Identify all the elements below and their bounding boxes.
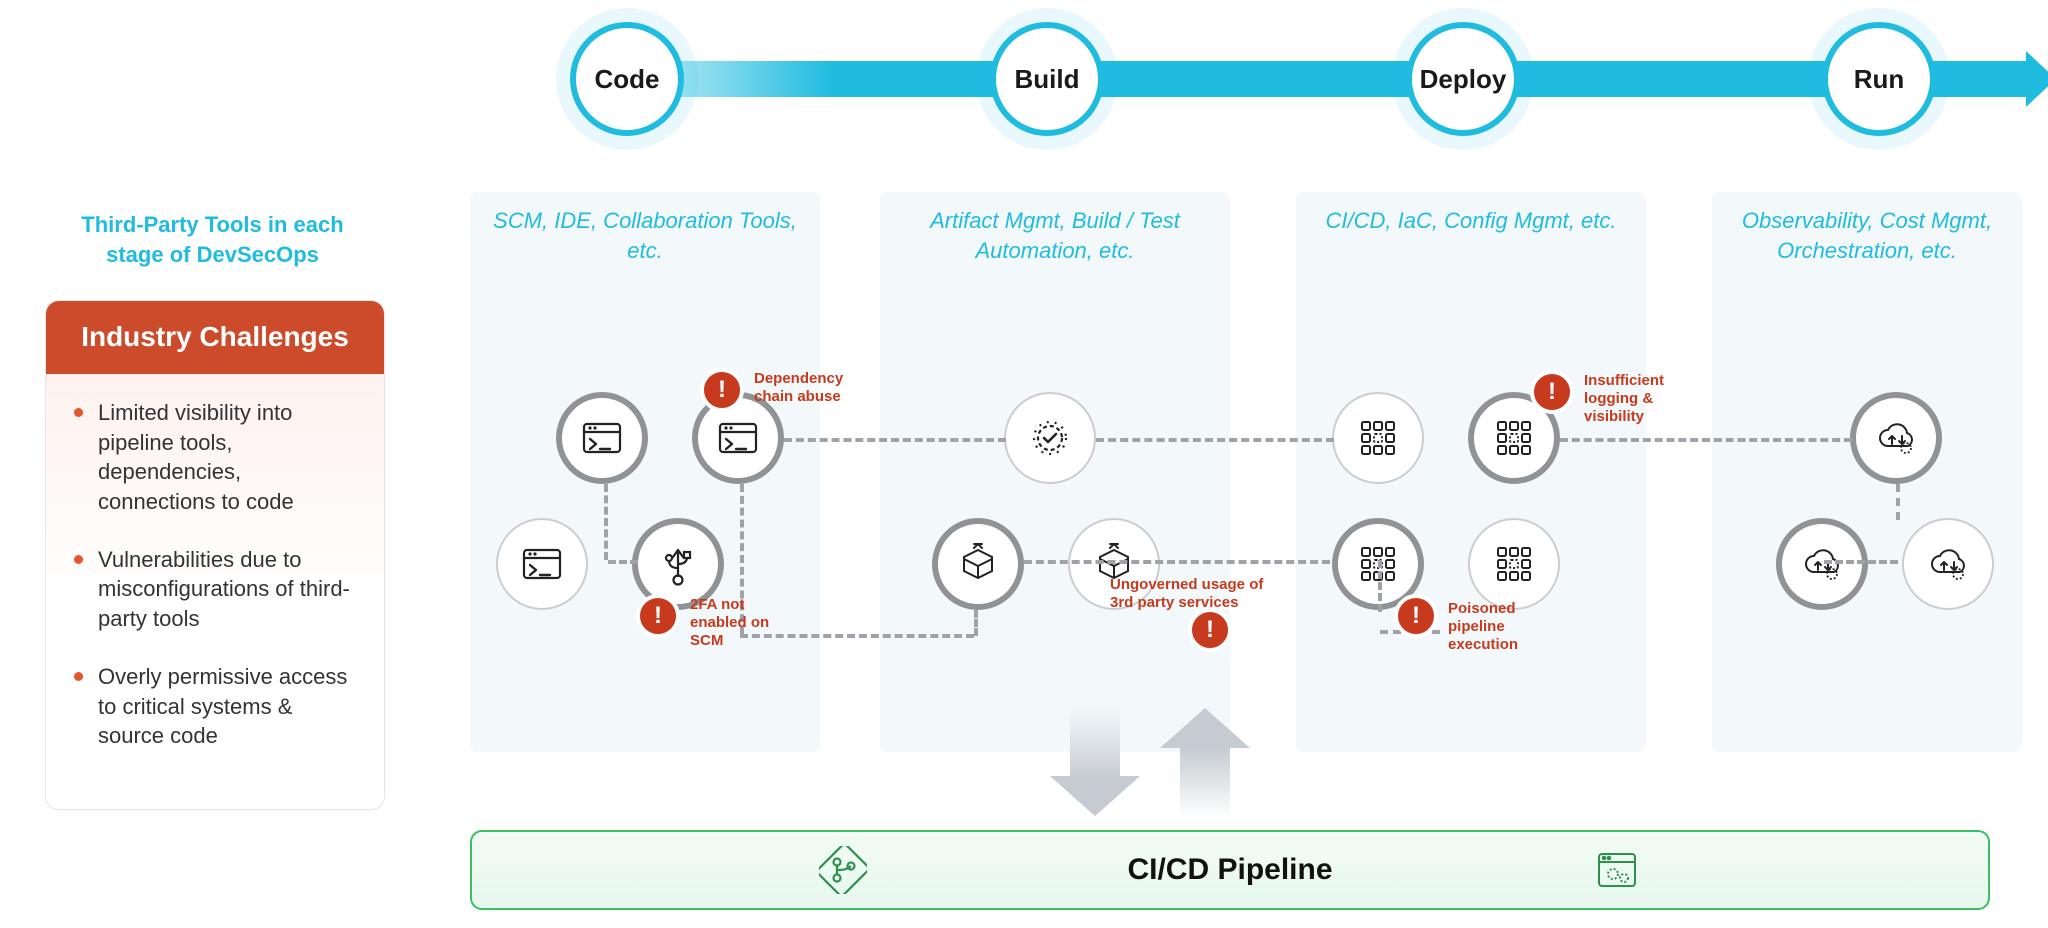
challenge-item: Overly permissive access to critical sys… [72, 662, 358, 751]
package-icon [954, 540, 1002, 588]
node-code-term-1 [556, 392, 648, 484]
cicd-pipeline-bar: CI/CD Pipeline [470, 830, 1990, 910]
alert-label-dep-chain: Dependency chain abuse [754, 370, 874, 406]
cloud-icon [1872, 414, 1920, 462]
connector-line [604, 484, 608, 560]
cicd-pipeline-title: CI/CD Pipeline [1127, 853, 1332, 887]
connector-line [1378, 560, 1382, 612]
alert-label-log: Insufficient logging & visibility [1584, 372, 1704, 426]
alert-label-2fa: 2FA not enabled on SCM [690, 596, 800, 650]
cloud-icon [1798, 540, 1846, 588]
connector-line [1896, 484, 1900, 520]
stage-label: Build [1015, 64, 1080, 95]
usb-icon [654, 540, 702, 588]
connector-line [1560, 438, 1852, 442]
alert-badge-ungov: ! [1188, 608, 1232, 652]
connector-line [1024, 560, 1330, 564]
gears-window-icon [1593, 846, 1641, 894]
connector-line [1096, 438, 1334, 442]
node-dep-grid-1 [1332, 392, 1424, 484]
stage-arrow-band [570, 61, 2030, 97]
stage-circle-deploy: Deploy [1406, 22, 1520, 136]
stage-tools-label: CI/CD, IaC, Config Mgmt, etc. [1296, 206, 1646, 236]
alert-badge-dep-chain: ! [700, 368, 744, 412]
flow-arrow-down [1050, 708, 1140, 818]
node-run-cloud-1 [1850, 392, 1942, 484]
challenge-item: Limited visibility into pipeline tools, … [72, 398, 358, 517]
arrow-head-icon [2026, 51, 2048, 107]
alert-badge-poison: ! [1394, 594, 1438, 638]
alert-label-ungov: Ungoverned usage of 3rd party services [1110, 576, 1290, 612]
stage-label: Deploy [1420, 64, 1507, 95]
connector-line [1824, 560, 1898, 564]
node-run-cloud-3 [1902, 518, 1994, 610]
terminal-icon [714, 414, 762, 462]
grid-icon [1490, 414, 1538, 462]
terminal-icon [578, 414, 626, 462]
challenge-item: Vulnerabilities due to misconfigurations… [72, 545, 358, 634]
alert-badge-2fa: ! [636, 594, 680, 638]
stage-circle-code: Code [570, 22, 684, 136]
stage-label: Run [1854, 64, 1905, 95]
node-dep-grid-4 [1468, 518, 1560, 610]
connector-line [608, 560, 638, 564]
stage-tools-label: SCM, IDE, Collaboration Tools, etc. [470, 206, 820, 265]
stage-circle-run: Run [1822, 22, 1936, 136]
stage-circle-build: Build [990, 22, 1104, 136]
node-run-cloud-2 [1776, 518, 1868, 610]
flow-arrow-up [1160, 708, 1250, 818]
terminal-icon [518, 540, 566, 588]
industry-challenges-list: Limited visibility into pipeline tools, … [46, 374, 384, 809]
stage-tools-label: Artifact Mgmt, Build / Test Automation, … [880, 206, 1230, 265]
gearcheck-icon [1026, 414, 1074, 462]
industry-challenges-card: Industry Challenges Limited visibility i… [45, 300, 385, 810]
stage-label: Code [595, 64, 660, 95]
grid-icon [1490, 540, 1538, 588]
third-party-tools-heading: Third-Party Tools in each stage of DevSe… [60, 210, 365, 269]
alert-badge-log: ! [1530, 370, 1574, 414]
connector-line [974, 610, 978, 636]
alert-label-poison: Poisoned pipeline execution [1448, 600, 1558, 654]
industry-challenges-title: Industry Challenges [46, 301, 384, 374]
git-branch-icon [819, 846, 867, 894]
cloud-icon [1924, 540, 1972, 588]
grid-icon [1354, 414, 1402, 462]
connector-line [784, 438, 1006, 442]
node-build-box-1 [932, 518, 1024, 610]
node-build-gear [1004, 392, 1096, 484]
diagram-root: SCM, IDE, Collaboration Tools, etc. Code A… [0, 0, 2048, 928]
node-code-term-3 [496, 518, 588, 610]
stage-tools-label: Observability, Cost Mgmt, Orchestration,… [1712, 206, 2022, 265]
